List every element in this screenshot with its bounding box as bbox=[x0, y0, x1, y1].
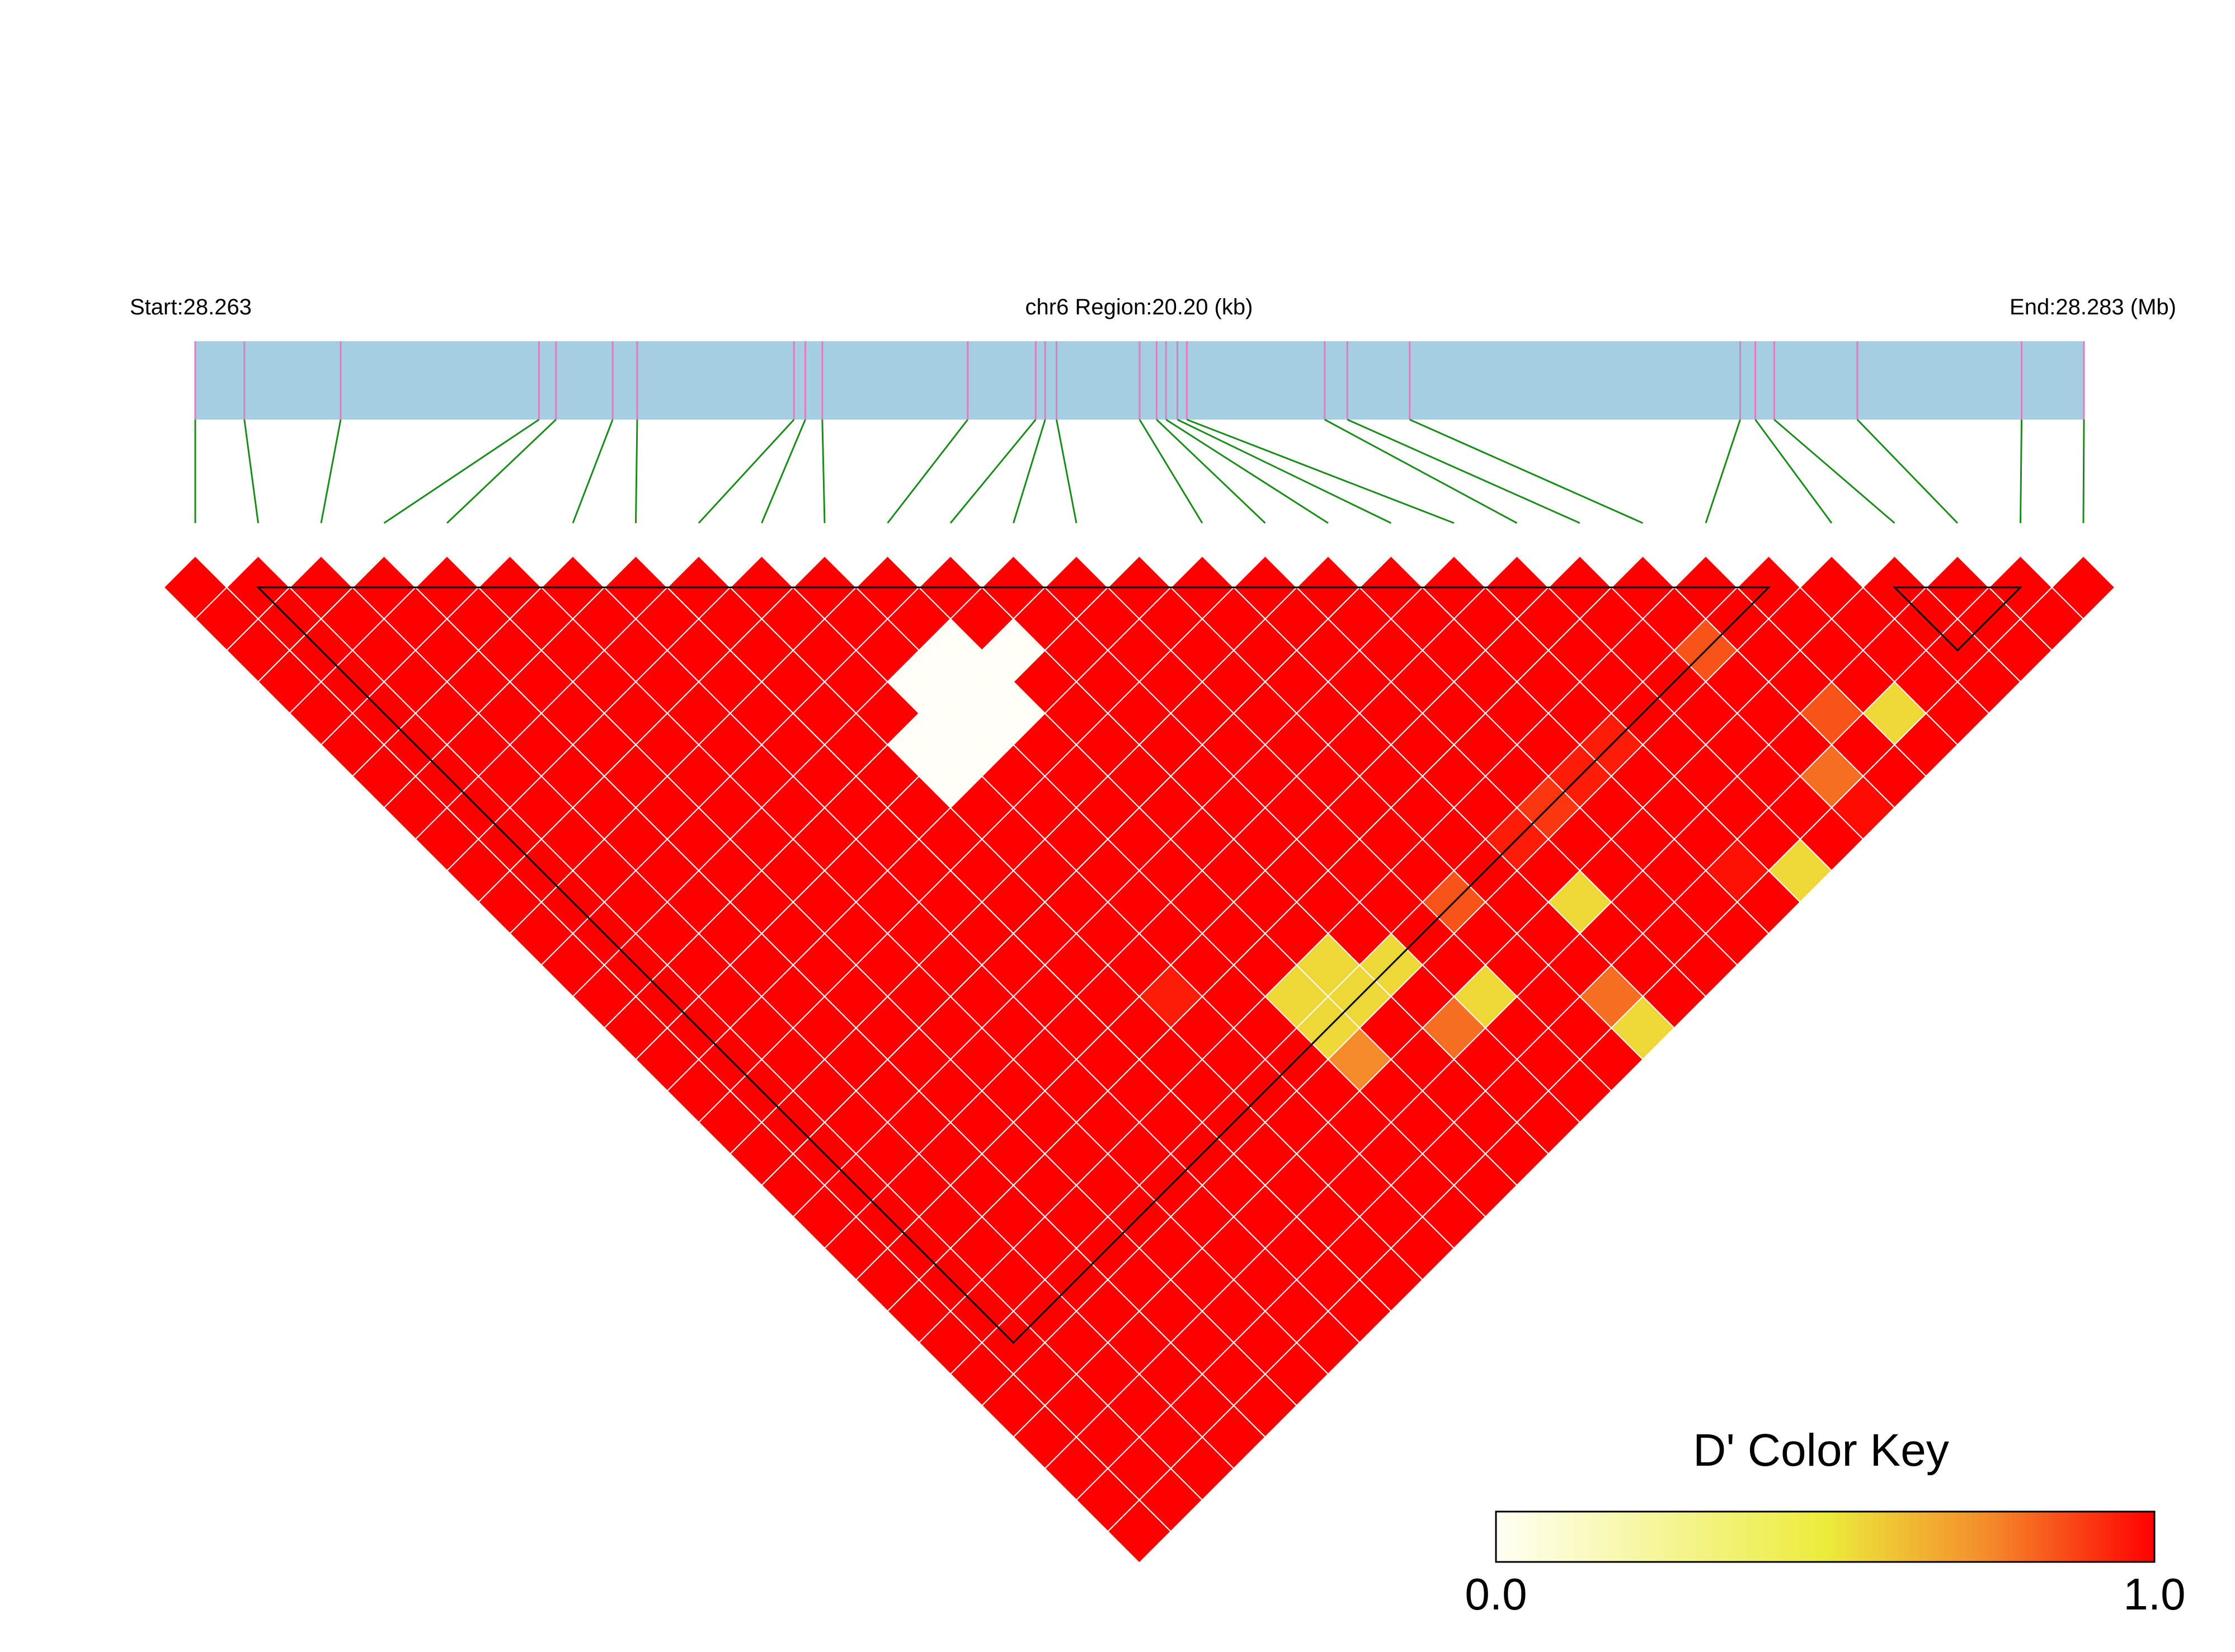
ld-cell-grid bbox=[163, 555, 2116, 1564]
snp-connector bbox=[1347, 418, 1580, 524]
snp-connector bbox=[320, 419, 342, 524]
snp-connector bbox=[1013, 419, 1046, 524]
snp-connector bbox=[1186, 418, 1455, 524]
snp-connector bbox=[2082, 419, 2085, 524]
snp-connector bbox=[635, 419, 638, 524]
snp-connector bbox=[572, 419, 614, 524]
color-key-bar bbox=[1495, 1510, 2156, 1563]
snp-connector bbox=[1705, 419, 1741, 524]
snp-connector bbox=[761, 419, 806, 524]
snp-connector bbox=[1177, 418, 1392, 524]
snp-connector bbox=[243, 419, 259, 524]
region-title-label: chr6 Region:20.20 (kb) bbox=[1025, 295, 1253, 319]
region-end-label: End:28.283 (Mb) bbox=[2010, 295, 2176, 319]
ld-block-outline bbox=[256, 586, 1771, 1344]
snp-connector bbox=[1138, 419, 1203, 524]
snp-connector bbox=[446, 418, 557, 524]
color-key-title: D' Color Key bbox=[1693, 1425, 1949, 1476]
snp-position-ticks bbox=[194, 341, 2085, 420]
color-key-min-label: 0.0 bbox=[1465, 1569, 1527, 1619]
snp-connector bbox=[1156, 418, 1266, 524]
ld-cell bbox=[2051, 555, 2116, 620]
snp-connector bbox=[1856, 418, 1959, 524]
snp-connector bbox=[1773, 418, 1895, 524]
snp-connector bbox=[1165, 418, 1329, 524]
ld-block-outlines bbox=[256, 586, 2023, 1344]
snp-connector bbox=[1324, 418, 1518, 524]
snp-connector bbox=[1409, 418, 1644, 524]
snp-connector bbox=[2020, 419, 2023, 524]
snp-connector bbox=[698, 418, 795, 524]
snp-connector bbox=[821, 419, 826, 524]
snp-connector-lines bbox=[194, 418, 2085, 524]
snp-connector bbox=[383, 418, 540, 524]
snp-connector bbox=[949, 419, 1037, 524]
ld-block-outline bbox=[1892, 586, 2023, 652]
color-key-max-label: 1.0 bbox=[2123, 1569, 2185, 1619]
snp-connector bbox=[1055, 419, 1077, 524]
snp-connector bbox=[1754, 419, 1833, 524]
snp-connector bbox=[887, 419, 968, 524]
region-start-label: Start:28.263 bbox=[130, 295, 252, 319]
